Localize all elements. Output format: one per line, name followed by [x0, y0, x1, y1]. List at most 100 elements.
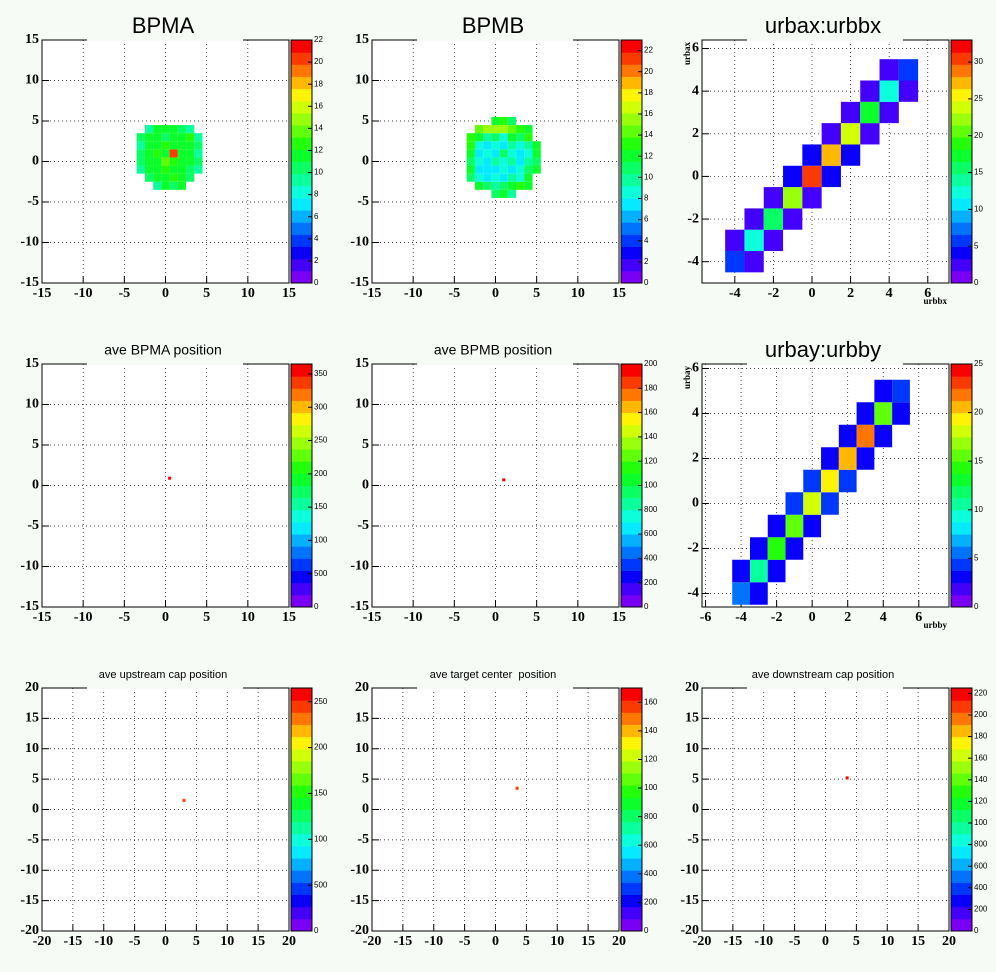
- heat-cell: [783, 208, 803, 230]
- y-tick-label: 4: [692, 83, 699, 98]
- heat-cell: [483, 165, 492, 174]
- y-tick-label: -10: [680, 862, 699, 877]
- colorbar-band: [291, 234, 312, 248]
- colorbar-band: [951, 76, 972, 90]
- heat-cell: [483, 173, 492, 182]
- title-box: [87, 12, 243, 41]
- y-tick-label: -20: [20, 923, 39, 938]
- heat-cell: [169, 133, 178, 142]
- colorbar-band: [621, 461, 642, 474]
- heat-cell: [483, 149, 492, 158]
- colorbar-band: [291, 833, 312, 847]
- histogram-panel: -20 -15 -10 -5 0 5 10 15 20-20-15-10-50510152005…: [20, 660, 328, 949]
- colorbar-band: [621, 858, 642, 871]
- colorbar-band: [621, 125, 642, 138]
- y-tick-label: 2: [692, 451, 699, 466]
- heat-cell: [194, 157, 203, 166]
- y-tick-label: 6: [692, 41, 699, 56]
- heat-cell: [785, 492, 804, 515]
- x-tick-label: -4: [735, 610, 747, 625]
- colorbar-band: [951, 724, 972, 738]
- z-tick-label: 400: [644, 554, 658, 563]
- y-tick-label: 6: [692, 361, 699, 376]
- heat-cell: [144, 141, 154, 150]
- heat-cell: [783, 165, 803, 188]
- x-tick-label: -10: [424, 934, 443, 949]
- colorbar-band: [621, 797, 642, 810]
- heat-cell: [144, 173, 154, 182]
- colorbar-band: [951, 436, 972, 450]
- colorbar-band: [951, 400, 972, 414]
- panel-title: BPMA: [132, 13, 195, 38]
- heat-cell: [879, 101, 899, 124]
- colorbar-band: [951, 858, 972, 871]
- heat-cell: [499, 133, 508, 142]
- colorbar-band: [621, 712, 642, 725]
- y-tick-label: 5: [362, 437, 369, 452]
- colorbar-frame: [290, 363, 313, 608]
- z-tick-label: 12: [644, 151, 653, 160]
- colorbar-band: [951, 546, 972, 559]
- heat-cell: [524, 125, 533, 134]
- colorbar-band: [951, 149, 972, 162]
- colorbar-band: [951, 40, 972, 53]
- heat-cell: [860, 123, 880, 145]
- x-tick-label: -5: [118, 610, 130, 625]
- heat-cell: [136, 141, 145, 150]
- y-tick-label: 0: [692, 496, 699, 511]
- y-tick-label: -5: [687, 832, 699, 847]
- x-tick-label: -5: [129, 934, 141, 949]
- colorbar-band: [291, 449, 312, 462]
- colorbar-band: [291, 736, 312, 750]
- heat-cell: [516, 157, 525, 166]
- y-tick-label: 10: [355, 741, 369, 756]
- colorbar-band: [951, 88, 972, 102]
- histogram-panel: -4 -2 0 2 4 6 -4 -2 0 2 4 6 0 5 10 15 20 25 30 urbbx urbax ur…: [682, 12, 983, 306]
- colorbar-band: [291, 582, 312, 596]
- z-tick-label: 0: [314, 602, 319, 611]
- y-tick-label: -10: [20, 235, 39, 250]
- heat-cell: [515, 786, 519, 790]
- y-tick-label: -2: [687, 541, 699, 556]
- title-box: [747, 660, 903, 689]
- colorbar-band: [951, 100, 972, 114]
- heat-cell: [491, 165, 500, 174]
- heat-cell: [483, 157, 492, 166]
- x-tick-label: -10: [754, 934, 773, 949]
- x-tick-label: -15: [33, 610, 52, 625]
- colorbar-band: [291, 40, 312, 53]
- colorbar-band: [291, 797, 312, 810]
- z-tick-label: 18: [644, 88, 653, 97]
- z-tick-label: 0: [644, 278, 649, 287]
- y-tick-label: -10: [350, 559, 369, 574]
- colorbar-band: [291, 436, 312, 450]
- colorbar-band: [621, 748, 642, 762]
- z-tick-label: 100: [644, 783, 658, 792]
- colorbar-band: [951, 173, 972, 187]
- heat-cell: [466, 165, 475, 174]
- z-tick-label: 22: [314, 35, 323, 44]
- colorbar-band: [291, 845, 312, 859]
- x-tick-label: 20: [282, 934, 296, 949]
- colorbar-band: [951, 388, 972, 401]
- x-tick-label: 15: [282, 286, 296, 301]
- colorbar-band: [951, 52, 972, 65]
- colorbar-band: [621, 222, 642, 235]
- z-tick-label: 20: [314, 57, 323, 66]
- x-tick-label: -15: [724, 934, 743, 949]
- heat-cell: [499, 189, 508, 198]
- colorbar-band: [951, 688, 972, 701]
- heat-cell: [136, 157, 145, 166]
- z-tick-label: 350: [314, 369, 328, 378]
- colorbar-band: [951, 125, 972, 138]
- x-tick-label: -15: [363, 610, 382, 625]
- colorbar-band: [621, 546, 642, 559]
- y-tick-label: -20: [680, 923, 699, 938]
- heat-cell: [821, 447, 839, 470]
- z-tick-label: 12: [314, 146, 323, 155]
- colorbar-band: [621, 594, 642, 608]
- z-tick-label: 200: [974, 905, 988, 914]
- heat-cell: [502, 478, 506, 482]
- colorbar-band: [951, 918, 972, 932]
- colorbar-band: [621, 485, 642, 499]
